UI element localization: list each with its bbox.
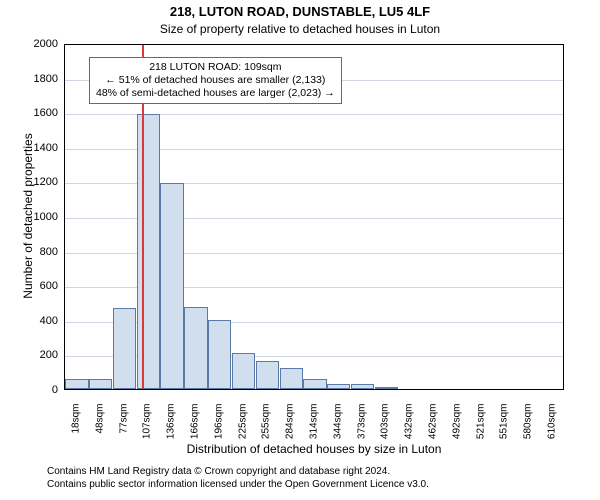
histogram-bar: [256, 361, 279, 389]
x-tick-label: 610sqm: [547, 404, 558, 440]
histogram-bar: [160, 183, 183, 389]
x-tick-label: 225sqm: [237, 404, 248, 440]
x-tick-label: 580sqm: [523, 404, 534, 440]
x-tick-label: 255sqm: [261, 404, 272, 440]
chart-footer: Contains HM Land Registry data © Crown c…: [47, 466, 429, 491]
x-tick-label: 373sqm: [356, 404, 367, 440]
y-tick-label: 600: [18, 280, 58, 292]
histogram-bar: [232, 353, 255, 389]
histogram-bar: [327, 384, 350, 389]
footer-line: Contains HM Land Registry data © Crown c…: [47, 466, 429, 479]
histogram-bar: [65, 379, 88, 389]
chart-subtitle: Size of property relative to detached ho…: [0, 22, 600, 36]
chart-title: 218, LUTON ROAD, DUNSTABLE, LU5 4LF: [0, 4, 600, 19]
x-tick-label: 196sqm: [213, 404, 224, 440]
y-tick-label: 800: [18, 246, 58, 258]
y-tick-label: 2000: [18, 38, 58, 50]
y-tick-label: 400: [18, 315, 58, 327]
histogram-bar: [208, 320, 231, 389]
x-tick-label: 551sqm: [499, 404, 510, 440]
x-tick-label: 284sqm: [285, 404, 296, 440]
x-tick-label: 492sqm: [451, 404, 462, 440]
x-tick-label: 77sqm: [118, 404, 129, 434]
histogram-bar: [375, 387, 398, 389]
x-tick-label: 136sqm: [166, 404, 177, 440]
annotation-line: ← 51% of detached houses are smaller (2,…: [96, 74, 335, 87]
y-tick-label: 1800: [18, 73, 58, 85]
histogram-bar: [303, 379, 326, 389]
x-axis-label: Distribution of detached houses by size …: [64, 442, 564, 456]
x-tick-label: 344sqm: [332, 404, 343, 440]
x-tick-label: 48sqm: [94, 404, 105, 434]
annotation-box: 218 LUTON ROAD: 109sqm← 51% of detached …: [89, 57, 342, 104]
x-tick-label: 314sqm: [309, 404, 320, 440]
y-tick-label: 200: [18, 349, 58, 361]
x-tick-label: 403sqm: [380, 404, 391, 440]
chart-container: 218, LUTON ROAD, DUNSTABLE, LU5 4LF Size…: [0, 0, 600, 500]
y-tick-label: 1200: [18, 176, 58, 188]
x-tick-label: 462sqm: [428, 404, 439, 440]
x-tick-label: 166sqm: [189, 404, 200, 440]
plot-area: 218 LUTON ROAD: 109sqm← 51% of detached …: [64, 44, 564, 390]
annotation-line: 48% of semi-detached houses are larger (…: [96, 87, 335, 100]
x-tick-label: 432sqm: [404, 404, 415, 440]
y-tick-label: 1600: [18, 107, 58, 119]
y-tick-label: 1400: [18, 142, 58, 154]
annotation-line: 218 LUTON ROAD: 109sqm: [96, 61, 335, 74]
histogram-bar: [184, 307, 207, 389]
histogram-bar: [351, 384, 374, 389]
histogram-bar: [113, 308, 136, 389]
x-tick-label: 18sqm: [70, 404, 81, 434]
x-tick-label: 107sqm: [142, 404, 153, 440]
histogram-bar: [137, 114, 160, 389]
histogram-bar: [280, 368, 303, 389]
footer-line: Contains public sector information licen…: [47, 479, 429, 492]
y-tick-label: 0: [18, 384, 58, 396]
x-tick-label: 521sqm: [475, 404, 486, 440]
histogram-bar: [89, 379, 112, 389]
y-tick-label: 1000: [18, 211, 58, 223]
